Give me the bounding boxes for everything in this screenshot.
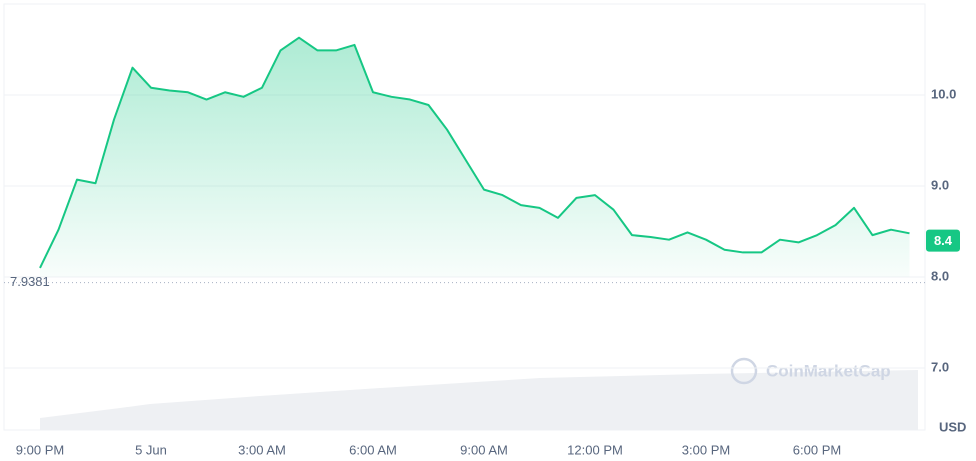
y-tick-label: 9.0 [931, 177, 949, 192]
volume-area [40, 370, 918, 430]
watermark-text: CoinMarketCap [766, 361, 891, 380]
y-tick-label: 10.0 [931, 86, 956, 101]
price-line [39, 36, 910, 269]
price-badge [926, 229, 960, 252]
y-unit: USD [939, 419, 966, 434]
watermark-logo [730, 357, 758, 385]
x-tick-label: 6:00 PM [793, 442, 841, 457]
y-tick-label: 8.0 [931, 268, 949, 283]
x-tick-label: 3:00 AM [238, 442, 286, 457]
x-tick-label: 9:00 AM [460, 442, 508, 457]
price-badge-label: 8.4 [934, 233, 953, 248]
reference-label: 7.9381 [10, 274, 50, 289]
x-tick-label: 12:00 PM [567, 442, 623, 457]
watermark: CoinMarketCap [730, 357, 891, 385]
x-tick-label: 5 Jun [135, 442, 167, 457]
y-tick-label: 7.0 [931, 359, 949, 374]
price-area [40, 37, 910, 277]
x-tick-label: 3:00 PM [682, 442, 730, 457]
x-tick-label: 6:00 AM [349, 442, 397, 457]
x-tick-label: 9:00 PM [16, 442, 64, 457]
